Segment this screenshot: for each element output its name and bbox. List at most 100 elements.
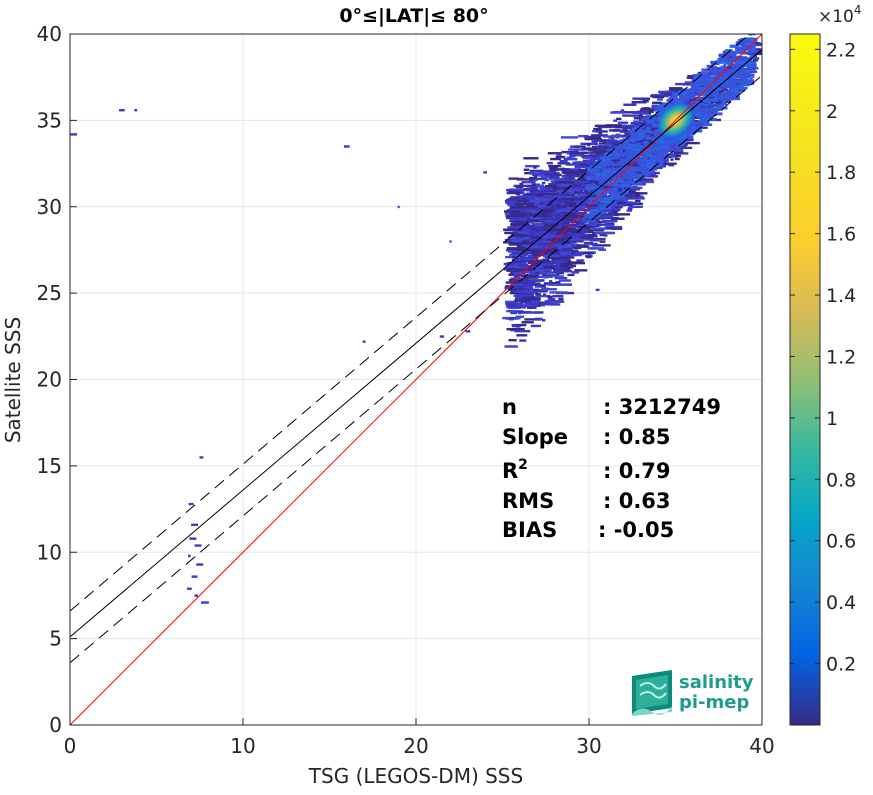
- density-cell: [533, 268, 551, 272]
- density-cell: [642, 159, 646, 163]
- density-cell: [577, 200, 596, 203]
- density-cell: [633, 152, 637, 156]
- density-cell: [546, 222, 564, 225]
- density-cell: [746, 42, 756, 46]
- density-cell: [629, 188, 641, 191]
- density-cell: [607, 204, 625, 207]
- density-cell: [509, 218, 527, 221]
- density-cell: [534, 229, 545, 232]
- density-cell: [607, 185, 614, 189]
- density-cell: [571, 271, 580, 274]
- density-cell: [578, 134, 589, 138]
- density-cell: [628, 130, 639, 134]
- density-cell: [598, 248, 607, 252]
- density-cell: [731, 85, 736, 89]
- density-cell: [541, 286, 547, 289]
- density-cell: [581, 236, 594, 239]
- density-cell: [662, 151, 669, 155]
- density-cell: [559, 218, 568, 221]
- density-cell: [656, 162, 673, 166]
- density-cell: [674, 141, 685, 145]
- density-cell: [629, 139, 634, 143]
- density-cell: [701, 68, 720, 71]
- density-cell: [614, 194, 624, 198]
- density-cell: [718, 97, 725, 101]
- density-cell: [630, 135, 637, 139]
- density-cell: [581, 228, 589, 232]
- density-cell: [541, 195, 560, 198]
- density-cell: [718, 76, 728, 80]
- density-cell: [696, 96, 704, 100]
- density-cell: [730, 97, 740, 101]
- density-cell: [603, 206, 612, 210]
- density-cell: [512, 324, 521, 328]
- density-cell: [586, 192, 592, 196]
- density-cell: [667, 153, 672, 157]
- density-cell: [517, 293, 527, 297]
- density-cell: [716, 100, 721, 103]
- density-cell: [529, 249, 536, 252]
- density-cell: [519, 182, 524, 186]
- density-cell: [586, 177, 595, 181]
- density-cell: [669, 95, 678, 99]
- density-cell: [599, 240, 606, 243]
- density-cell: [737, 57, 748, 61]
- density-cell: [537, 174, 545, 177]
- density-cell: [675, 142, 679, 146]
- stat-label: Slope: [502, 425, 568, 449]
- density-cell: [548, 297, 556, 301]
- density-cell: [593, 127, 602, 131]
- density-cell: [714, 74, 724, 78]
- density-cell: [642, 117, 654, 121]
- density-cell: [714, 94, 718, 98]
- density-cell: [649, 145, 657, 149]
- density-cell: [719, 105, 723, 109]
- density-cell: [539, 271, 551, 274]
- density-cell: [646, 121, 654, 125]
- density-cell: [581, 230, 588, 233]
- density-cell: [607, 172, 617, 176]
- density-cell: [508, 177, 519, 180]
- density-cell: [544, 300, 563, 303]
- colorbar-tick-label: 1.2: [826, 346, 856, 368]
- density-cell: [648, 108, 659, 112]
- density-cell: [735, 85, 740, 89]
- colorbar: [789, 33, 821, 726]
- density-cell: [536, 209, 552, 212]
- density-cell: [622, 114, 641, 117]
- density-cell: [531, 210, 537, 214]
- density-cell: [725, 98, 731, 102]
- density-cell: [729, 53, 737, 57]
- density-cell: [549, 167, 559, 170]
- density-cell: [573, 240, 584, 243]
- density-cell: [619, 144, 630, 148]
- density-cell: [727, 65, 734, 69]
- density-cell: [651, 104, 659, 107]
- density-cell: [588, 160, 605, 163]
- stat-value: : -0.05: [598, 518, 674, 542]
- density-cell: [579, 245, 590, 249]
- density-cell: [603, 234, 608, 237]
- density-cell: [754, 42, 762, 46]
- density-cell: [741, 86, 748, 90]
- density-cell: [510, 311, 518, 315]
- density-cell: [187, 554, 191, 558]
- density-cell: [563, 220, 580, 223]
- density-cell: [602, 200, 611, 204]
- density-cell: [517, 264, 529, 267]
- density-cell: [748, 73, 755, 77]
- density-cell: [567, 170, 573, 174]
- density-cell: [577, 201, 581, 205]
- density-cell: [611, 170, 618, 174]
- density-cell: [595, 223, 615, 226]
- density-cell: [715, 60, 726, 64]
- y-axis-label: Satellite SSS: [1, 317, 25, 443]
- density-cell: [597, 147, 612, 150]
- density-cell: [636, 176, 641, 180]
- colorbar-ticks: 0.2 0.4 0.6 0.8 1 1.2 1.4 1.6 1.8 2 2.2: [790, 39, 856, 676]
- density-cell: [620, 109, 625, 112]
- density-cell: [578, 169, 590, 172]
- density-cell: [749, 77, 753, 81]
- density-cell: [560, 136, 579, 139]
- density-cell: [531, 281, 536, 285]
